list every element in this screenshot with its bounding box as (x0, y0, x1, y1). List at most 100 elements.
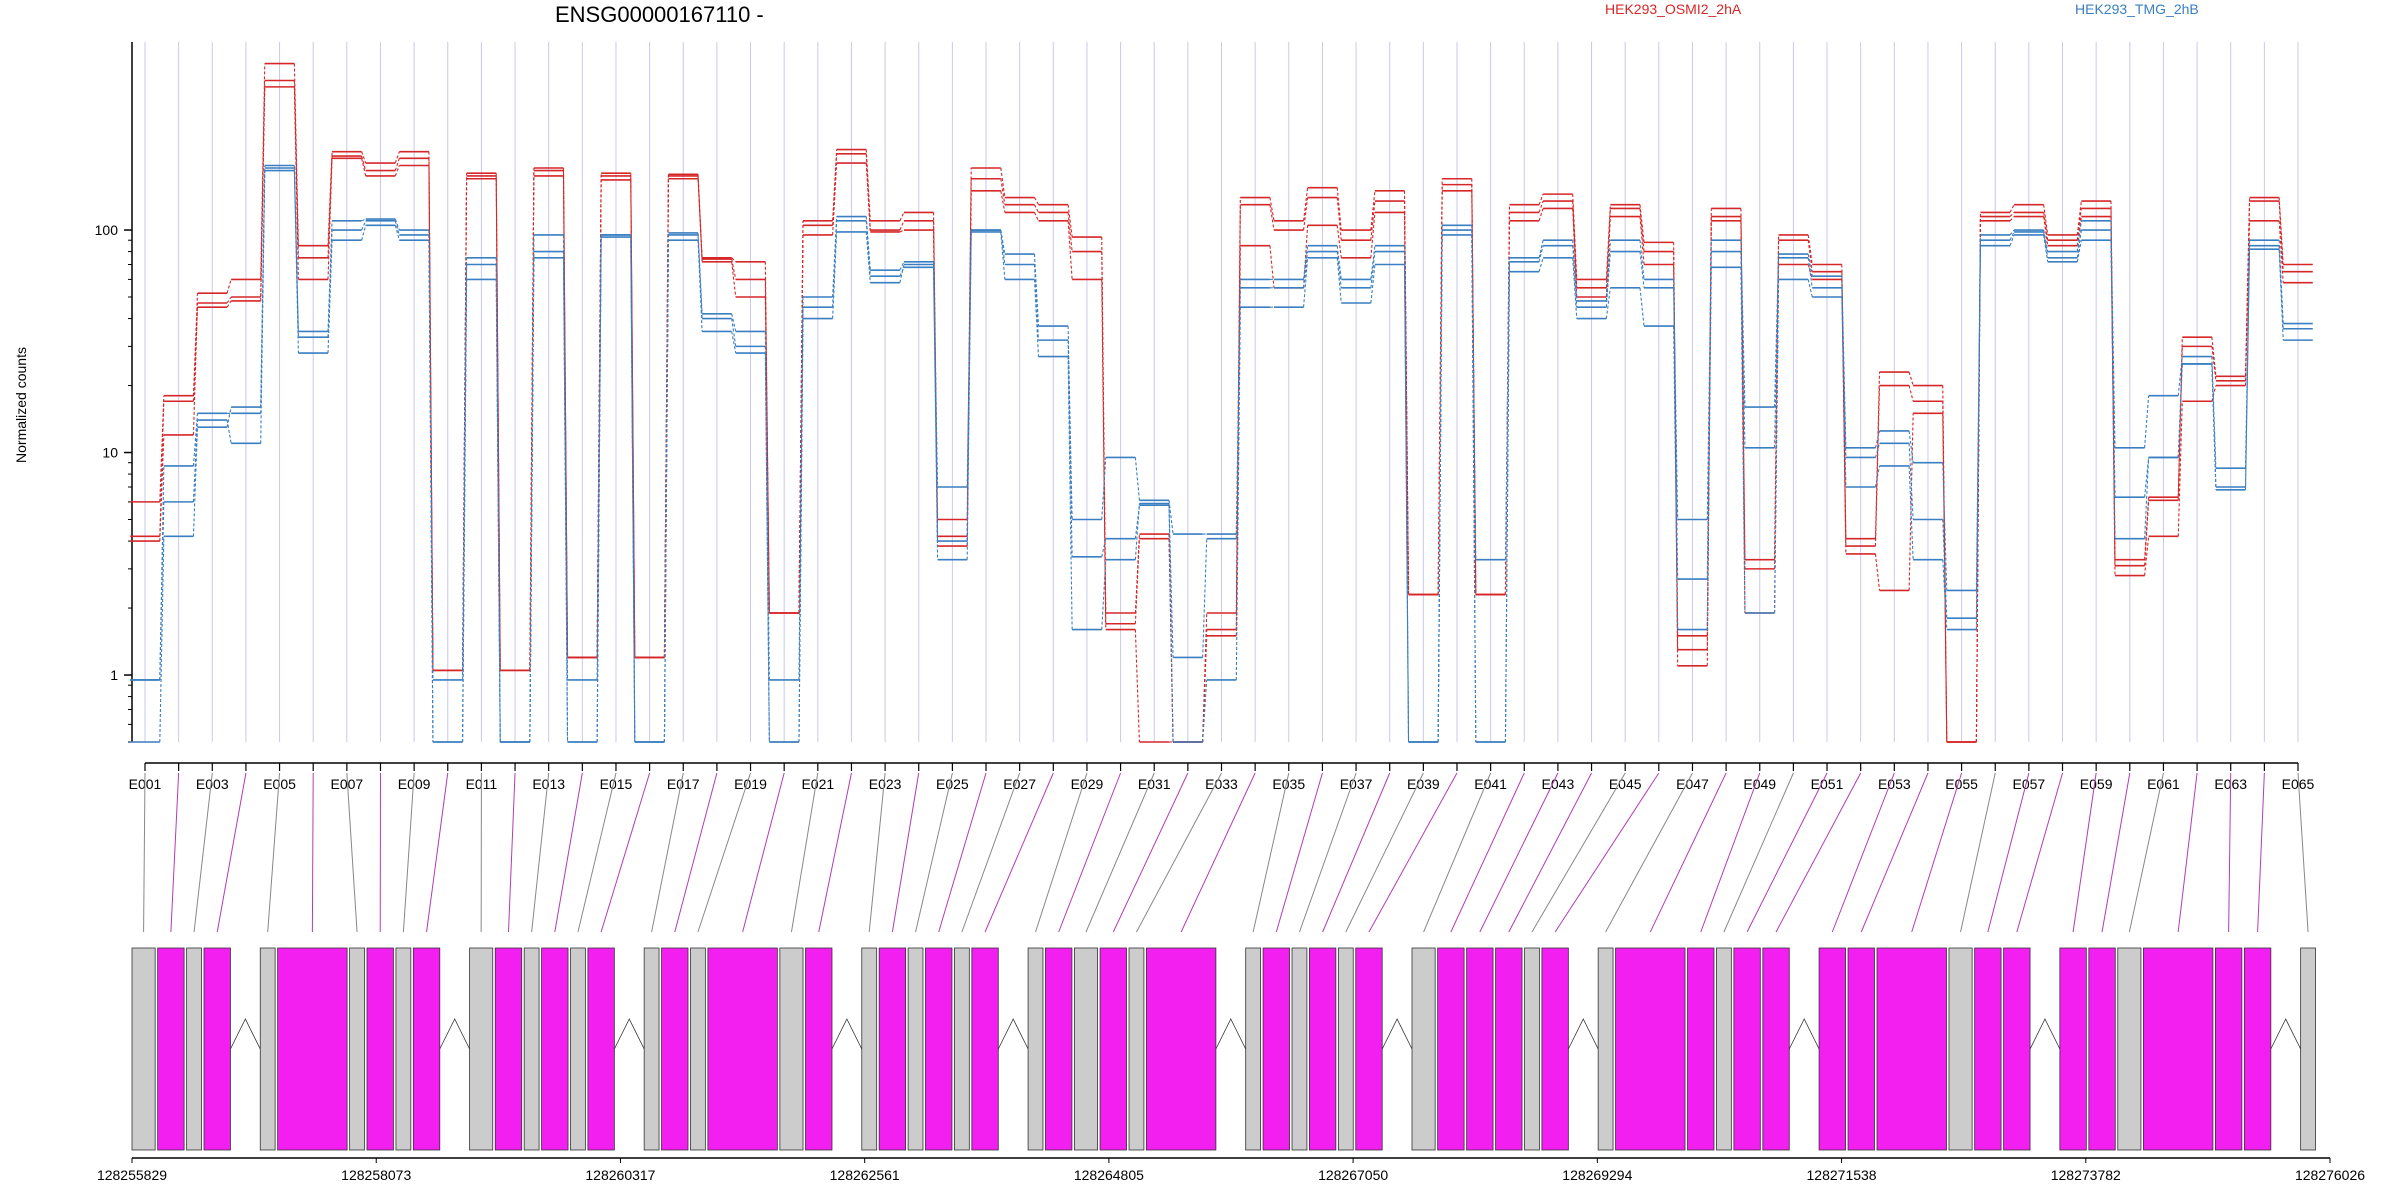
intron-line (1568, 1018, 1599, 1050)
series-connector (1000, 190, 1006, 213)
exon-link (818, 772, 852, 933)
series-connector (2043, 204, 2049, 236)
series-connector (1202, 679, 1208, 743)
series-connector (1303, 197, 1309, 231)
gene-exon-box (277, 947, 348, 1151)
coordinate-label: 128267050 (1318, 1167, 1388, 1183)
exon-link (600, 772, 651, 933)
gene-exon-box (1541, 947, 1569, 1151)
gene-exon-box (971, 947, 999, 1151)
gene-exon-box (1687, 947, 1715, 1151)
series-connector (1774, 254, 1780, 408)
series-connector (2076, 208, 2082, 241)
series-connector (2244, 220, 2251, 386)
series-connector (1235, 307, 1241, 680)
series-connector (159, 465, 165, 680)
gene-exon-box (2088, 947, 2116, 1151)
series-connector (1403, 212, 1410, 595)
exon-label: E037 (1340, 776, 1373, 792)
series-connector (2278, 240, 2284, 324)
series-connector (2076, 240, 2082, 262)
gene-exon-box (1145, 947, 1217, 1151)
exon-link (2257, 772, 2265, 933)
series-connector (1572, 240, 1578, 301)
series-connector (1303, 245, 1309, 280)
series-connector (1706, 251, 1712, 580)
gene-exon-box (1733, 947, 1761, 1151)
series-connector (2144, 457, 2150, 498)
exon-label: E027 (1003, 776, 1036, 792)
series-connector (394, 165, 400, 177)
gene-exon-box (707, 947, 778, 1151)
series-connector (1706, 240, 1712, 520)
series-connector (1134, 538, 1140, 624)
intron-line (614, 1018, 645, 1050)
plot-area (130, 62, 2313, 743)
series-connector (1942, 519, 1948, 619)
gene-exon-box (1291, 947, 1308, 1151)
series-connector (394, 220, 400, 236)
gene-exon-box (1524, 947, 1540, 1151)
series-connector (495, 175, 501, 671)
series-connector (1168, 500, 1174, 535)
exon-link (1275, 772, 1323, 933)
gene-exon-box (925, 947, 953, 1151)
series-connector (2043, 234, 2049, 262)
exon-link (1649, 772, 1727, 933)
gene-exon-box (2243, 947, 2272, 1151)
exon-link (1860, 772, 1929, 933)
series-connector (865, 163, 871, 233)
series-connector (2211, 356, 2217, 469)
exon-link (311, 772, 314, 933)
series-connector (529, 234, 535, 743)
legend-entry-osmi2: HEK293_OSMI2_2hA (1605, 1, 1742, 17)
series-connector (865, 216, 871, 271)
series-connector (1538, 200, 1544, 213)
series-connector (260, 165, 266, 408)
series-connector (2211, 346, 2217, 381)
exon-label: E057 (2013, 776, 2046, 792)
series-connector (1269, 204, 1275, 231)
gene-exon-box (1716, 947, 1732, 1151)
series-connector (1269, 245, 1275, 288)
series-connector (1908, 465, 1914, 560)
series-connector (2009, 229, 2015, 236)
series-connector (1134, 629, 1140, 743)
y-axis: 1 10 100 (95, 42, 133, 743)
series-connector (529, 175, 535, 671)
series-connector (1942, 559, 1948, 630)
series-connector (1067, 326, 1073, 520)
series-connector (764, 297, 770, 614)
exon-link (1987, 772, 2030, 933)
gene-exon-box (1876, 947, 1947, 1151)
exon-label: E025 (936, 776, 969, 792)
exon-link (1058, 772, 1122, 933)
series-connector (1101, 279, 1107, 630)
intron-line (2029, 1018, 2061, 1050)
exon-link (2228, 772, 2232, 933)
exon-link (2101, 772, 2131, 933)
exon-link (1368, 772, 1458, 933)
exon-link (193, 772, 213, 933)
gene-exon-box (157, 947, 185, 1151)
series-connector (1538, 245, 1544, 262)
series-connector (697, 175, 703, 260)
series-connector (1134, 457, 1140, 501)
series-connector (899, 261, 905, 271)
series-connector (226, 296, 232, 304)
series-connector (1336, 257, 1342, 304)
series-connector (394, 218, 400, 231)
series-connector (2144, 395, 2150, 448)
exon-link (1136, 772, 1222, 933)
chart-title: ENSG00000167110 - (555, 2, 764, 27)
series-connector (192, 427, 199, 537)
series-connector (966, 230, 972, 488)
exon-label: E021 (801, 776, 834, 792)
gene-exon-box (203, 947, 231, 1151)
series-connector (495, 264, 501, 743)
exon-label: E031 (1138, 776, 1171, 792)
series-connector (2144, 457, 2150, 539)
series-connector (731, 331, 737, 354)
series-connector (159, 536, 165, 743)
gene-exon-box (1308, 947, 1337, 1151)
